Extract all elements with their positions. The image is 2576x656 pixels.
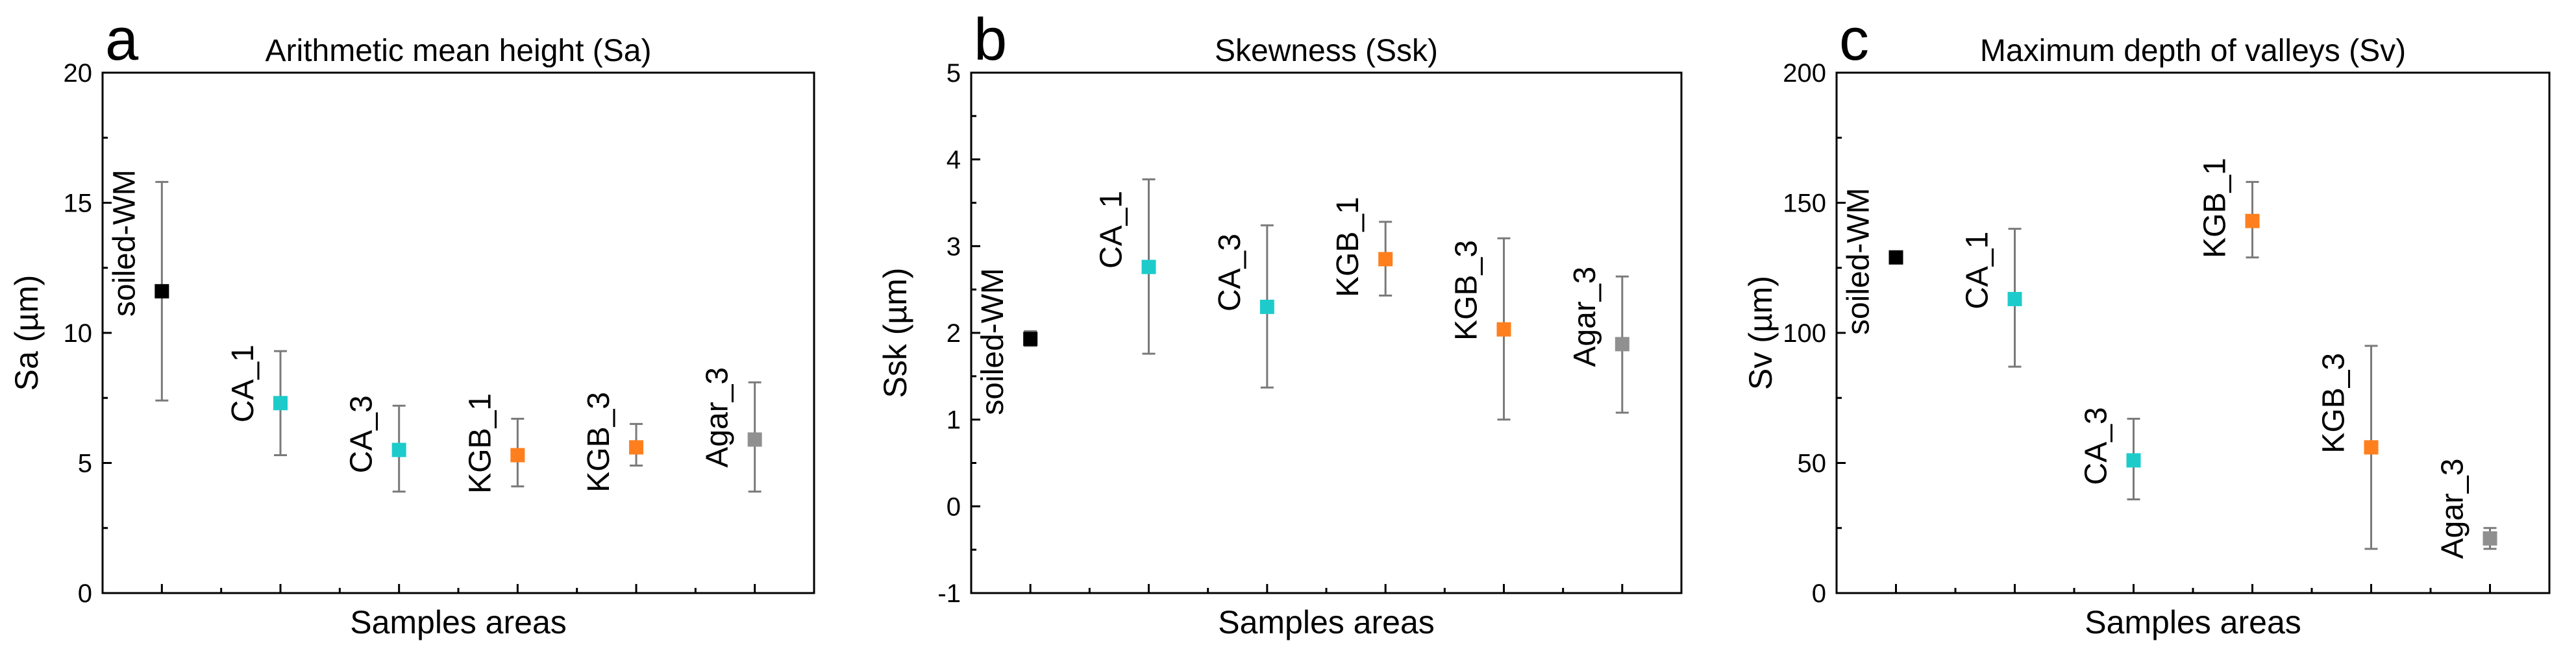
y-tick-label: 3 (947, 232, 961, 261)
point-label: soiled-WM (1842, 188, 1876, 335)
y-axis-title: Ssk (µm) (877, 267, 913, 398)
point-label: Agar_3 (1568, 267, 1602, 367)
point-label: Agar_3 (2436, 459, 2470, 559)
point-label: CA_1 (226, 345, 260, 422)
chart-panel-a: 0 5 10 15 20 soiled-WM CA_1 CA_3 KGB_1 KGB_3 Agar_… (8, 6, 815, 640)
y-axis-title: Sa (µm) (8, 275, 45, 391)
y-tick-label: 0 (78, 579, 92, 608)
x-axis-title: Samples areas (350, 604, 567, 640)
point-label: KGB_1 (463, 393, 497, 494)
data-point (2007, 291, 2022, 306)
panel-letter: c (1839, 6, 1869, 73)
y-tick-label: 0 (1812, 579, 1826, 608)
y-axis-title: Sv (µm) (1742, 276, 1779, 390)
point-label: CA_3 (2079, 407, 2114, 485)
y-tick-label: -1 (937, 579, 961, 608)
chart-panel-b: -1 0 1 2 3 4 5 soiled-WM CA_1 CA_3 KGB_1 KGB_3 Agar_… (877, 6, 1683, 640)
data-point (1378, 252, 1393, 267)
data-point (2245, 213, 2260, 228)
point-label: KGB_1 (1331, 197, 1365, 297)
y-tick-label: 150 (1783, 189, 1826, 218)
data-point (510, 448, 525, 463)
panel-letter: a (105, 6, 139, 73)
point-label: CA_1 (1095, 191, 1129, 269)
point-label: CA_3 (345, 395, 379, 473)
point-label: CA_1 (1961, 232, 1995, 310)
panel-title: Skewness (Ssk) (1215, 34, 1438, 68)
data-point (1496, 322, 1511, 337)
y-tick-label: 50 (1798, 450, 1827, 478)
point-label: KGB_1 (2198, 158, 2233, 258)
point-label: KGB_3 (582, 392, 616, 492)
panel-title: Arithmetic mean height (Sa) (266, 34, 652, 68)
y-tick-label: 1 (947, 406, 961, 435)
data-point (747, 432, 762, 447)
data-point (155, 284, 169, 298)
panel-title: Maximum depth of valleys (Sv) (1980, 34, 2406, 68)
chart-panel-c: 0 50 100 150 200 soiled-WM CA_1 CA_3 KGB_1 KGB_3 A… (1742, 6, 2551, 640)
y-tick-label: 0 (947, 492, 961, 521)
y-tick-label: 15 (64, 189, 93, 218)
data-point (1141, 260, 1156, 274)
data-point (391, 443, 406, 457)
panel-letter: b (974, 6, 1007, 73)
plot-frame (101, 71, 815, 594)
y-tick-label: 5 (947, 59, 961, 88)
point-label: soiled-WM (107, 169, 142, 317)
data-point (273, 396, 288, 411)
data-point (1615, 337, 1629, 352)
x-axis-title: Samples areas (1218, 604, 1435, 640)
y-tick-label: 100 (1783, 319, 1826, 348)
y-tick-label: 20 (64, 59, 93, 88)
point-label: KGB_3 (1450, 240, 1484, 341)
data-point (629, 440, 643, 455)
data-point (2483, 531, 2497, 546)
point-label: Agar_3 (700, 367, 735, 468)
data-point (2364, 440, 2379, 455)
data-point (1889, 250, 1903, 265)
data-point (1023, 332, 1038, 346)
y-tick-label: 200 (1783, 59, 1826, 88)
point-label: KGB_3 (2317, 353, 2351, 454)
point-label: soiled-WM (976, 268, 1010, 415)
y-tick-label: 10 (64, 319, 93, 348)
data-point (1259, 299, 1274, 314)
point-label: CA_3 (1213, 234, 1247, 311)
y-tick-label: 4 (947, 146, 961, 175)
x-axis-title: Samples areas (2085, 604, 2301, 640)
y-tick-label: 2 (947, 319, 961, 348)
data-point (2126, 453, 2141, 468)
y-tick-label: 5 (78, 450, 92, 478)
